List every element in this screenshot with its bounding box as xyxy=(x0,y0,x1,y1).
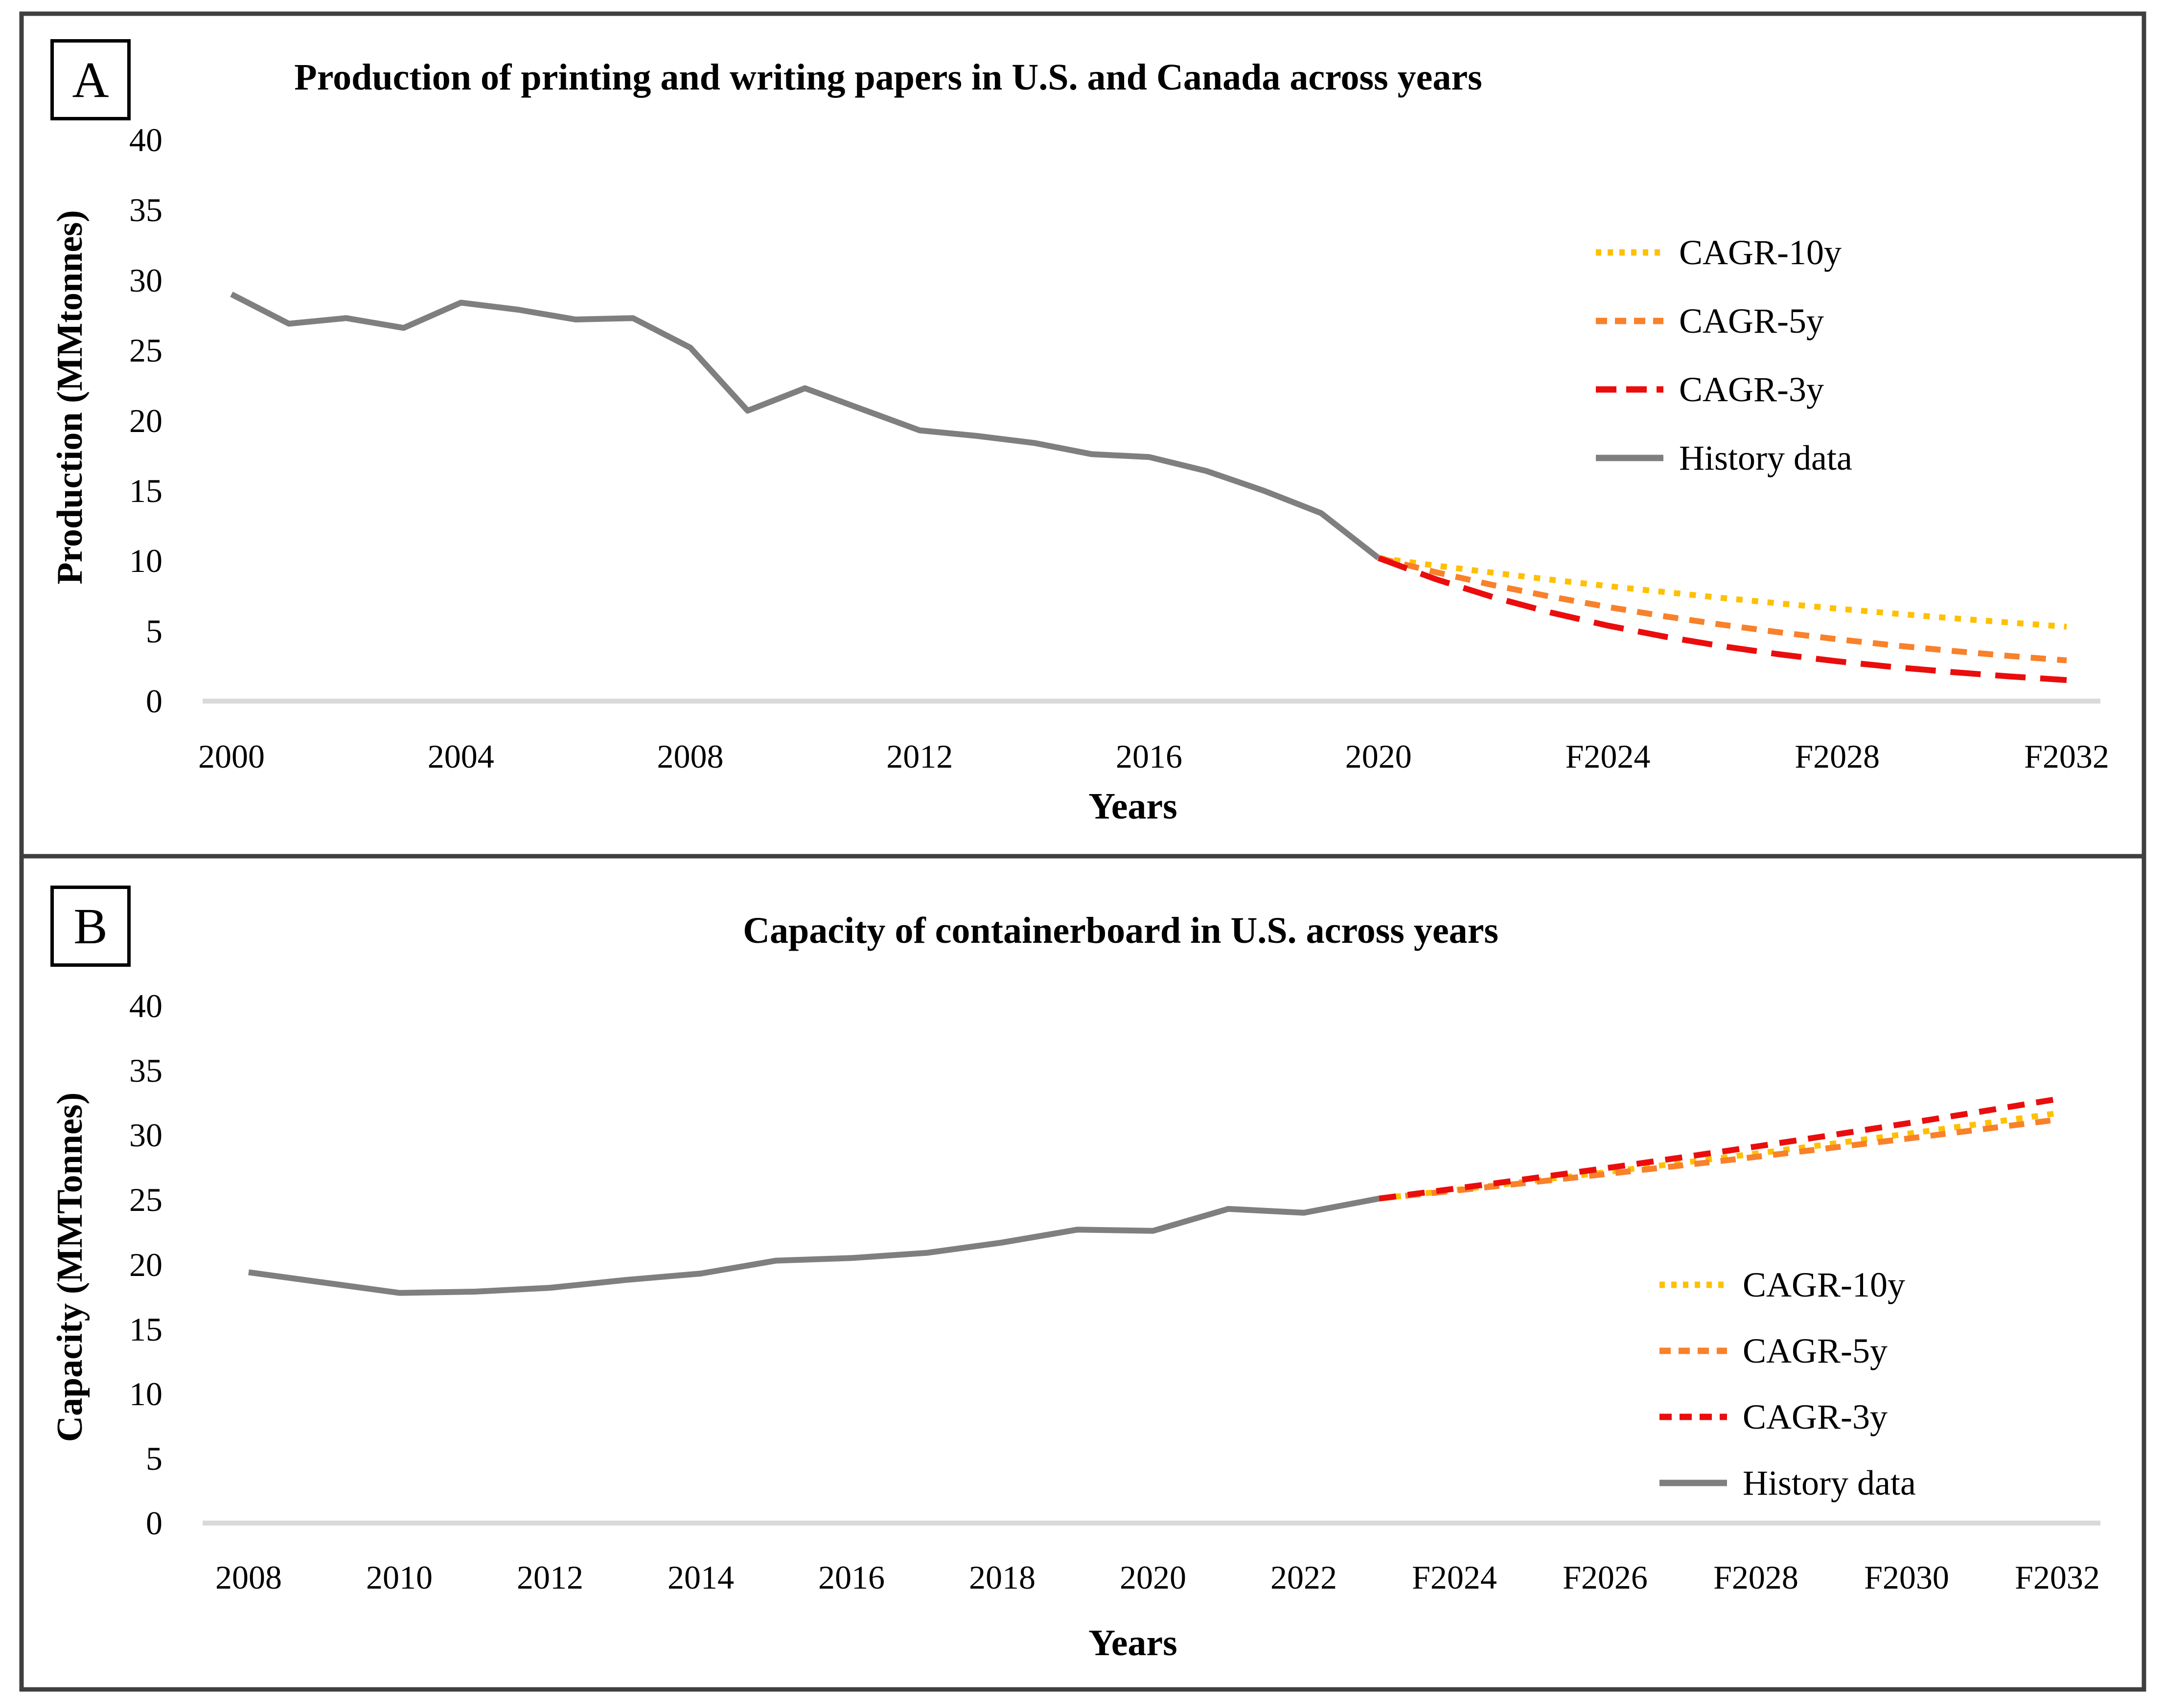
legend-label-history: History data xyxy=(1743,1463,1916,1503)
y-tick-label: 0 xyxy=(146,683,162,720)
figure-border xyxy=(19,11,2146,1692)
x-tick-label: F2026 xyxy=(1563,1559,1648,1596)
series-line-cagr-5y-b xyxy=(1379,1116,2058,1202)
panel-b-x-axis-title: Years xyxy=(1088,1622,1177,1663)
x-tick-label: F2030 xyxy=(1864,1559,1949,1596)
legend-label-cagr-10y: CAGR-10y xyxy=(1743,1265,1906,1304)
panel-b-title: Capacity of containerboard in U.S. acros… xyxy=(743,910,1498,951)
legend-swatch-cagr-3y xyxy=(1596,386,1663,393)
panel-a-letter: A xyxy=(72,51,109,108)
legend-label-cagr-10y: CAGR-10y xyxy=(1679,233,1842,272)
x-tick-label: 2012 xyxy=(517,1559,583,1596)
y-tick-label: 10 xyxy=(129,542,162,580)
x-tick-label: 2016 xyxy=(818,1559,885,1596)
x-tick-label: 2004 xyxy=(427,738,494,775)
y-tick-label: 25 xyxy=(129,1181,162,1219)
x-tick-label: 2008 xyxy=(215,1559,282,1596)
y-tick-label: 10 xyxy=(129,1375,162,1412)
legend-swatch-history xyxy=(1659,1480,1727,1486)
x-tick-label: F2032 xyxy=(2024,738,2109,775)
y-tick-label: 30 xyxy=(129,261,162,299)
panel-a-letter-box: A xyxy=(50,39,131,120)
y-tick-label: 40 xyxy=(129,121,162,159)
legend-item-history-a: History data xyxy=(1593,435,1852,480)
x-tick-label: 2000 xyxy=(198,738,265,775)
series-line-cagr-10y-a xyxy=(1378,555,2067,630)
x-tick-label: 2008 xyxy=(657,738,724,775)
legend-item-cagr-3y-a: CAGR-3y xyxy=(1593,367,1824,412)
series-line-cagr-5y-a xyxy=(1378,555,2067,663)
series-line-cagr-3y-a xyxy=(1377,555,2067,683)
x-tick-label: 2020 xyxy=(1345,738,1412,775)
y-tick-label: 30 xyxy=(129,1116,162,1154)
x-tick-label: 2012 xyxy=(886,738,953,775)
x-tick-label: F2028 xyxy=(1713,1559,1798,1596)
series-line-cagr-3y-b xyxy=(1379,1096,2058,1202)
y-tick-label: 20 xyxy=(129,402,162,439)
y-tick-label: 20 xyxy=(129,1246,162,1283)
y-tick-label: 15 xyxy=(129,472,162,509)
y-tick-label: 40 xyxy=(129,987,162,1025)
x-tick-label: 2018 xyxy=(969,1559,1036,1596)
legend-label-cagr-5y: CAGR-5y xyxy=(1743,1331,1888,1370)
legend-item-cagr-5y-a: CAGR-5y xyxy=(1593,298,1824,343)
panel-a-x-axis-title: Years xyxy=(1088,786,1177,827)
legend-item-history-b: History data xyxy=(1657,1460,1916,1505)
legend-swatch-history xyxy=(1596,455,1663,461)
legend-swatch-cagr-5y xyxy=(1596,318,1663,324)
panel-b-letter-box: B xyxy=(50,886,131,967)
x-tick-label: 2010 xyxy=(366,1559,433,1596)
panel-b-letter: B xyxy=(73,898,108,955)
x-tick-label: F2028 xyxy=(1795,738,1880,775)
y-tick-label: 5 xyxy=(146,612,162,650)
x-tick-label: 2020 xyxy=(1120,1559,1186,1596)
legend-swatch-cagr-10y xyxy=(1596,249,1663,256)
legend-swatch-cagr-5y xyxy=(1659,1347,1727,1354)
y-tick-label: 5 xyxy=(146,1439,162,1477)
y-tick-label: 35 xyxy=(129,1052,162,1090)
x-tick-label: 2014 xyxy=(668,1559,734,1596)
legend-label-cagr-3y: CAGR-3y xyxy=(1743,1397,1888,1436)
legend-label-cagr-5y: CAGR-5y xyxy=(1679,301,1824,341)
x-tick-label: 2016 xyxy=(1116,738,1182,775)
y-tick-label: 15 xyxy=(129,1310,162,1348)
legend-label-cagr-3y: CAGR-3y xyxy=(1679,370,1824,409)
series-line-history-data-b xyxy=(248,1195,1380,1296)
x-tick-label: 2022 xyxy=(1270,1559,1337,1596)
series-line-history-data-a xyxy=(230,292,1381,561)
legend-swatch-cagr-3y xyxy=(1659,1413,1727,1420)
y-tick-label: 35 xyxy=(129,191,162,229)
legend-label-history: History data xyxy=(1679,438,1852,478)
legend-item-cagr-10y-a: CAGR-10y xyxy=(1593,230,1842,275)
panel-a-title: Production of printing and writing paper… xyxy=(294,57,1482,98)
legend-swatch-cagr-10y xyxy=(1659,1281,1727,1288)
legend-item-cagr-5y-b: CAGR-5y xyxy=(1657,1328,1888,1373)
y-tick-label: 25 xyxy=(129,332,162,369)
legend-item-cagr-3y-b: CAGR-3y xyxy=(1657,1394,1888,1439)
y-tick-label: 0 xyxy=(146,1504,162,1542)
x-tick-label: F2032 xyxy=(2015,1559,2100,1596)
x-tick-label: F2024 xyxy=(1565,738,1651,775)
x-tick-label: F2024 xyxy=(1412,1559,1497,1596)
legend-item-cagr-10y-b: CAGR-10y xyxy=(1657,1262,1905,1307)
